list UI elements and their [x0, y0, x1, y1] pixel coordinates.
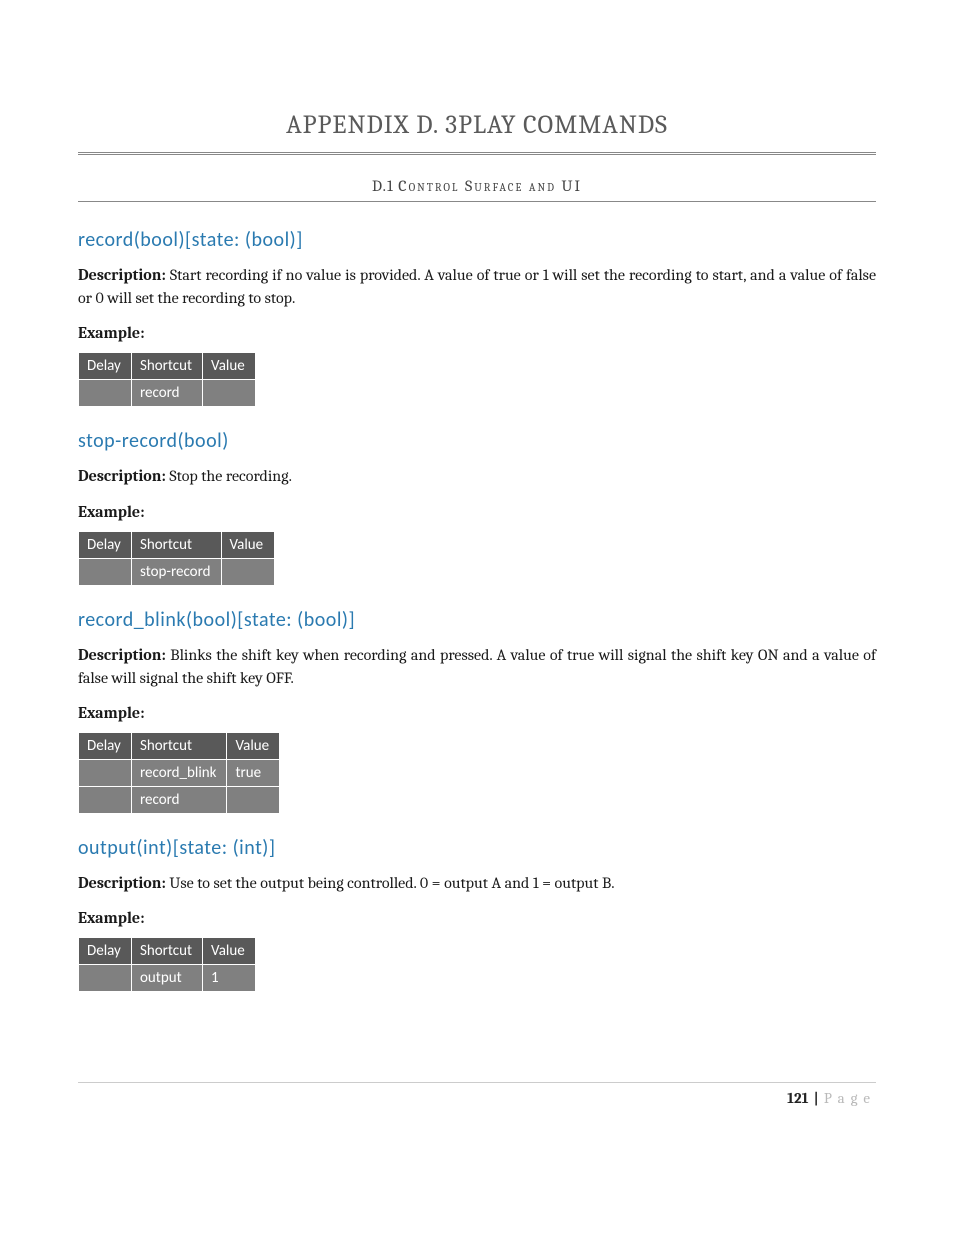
table-header-shortcut: Shortcut [132, 531, 222, 558]
appendix-title: APPENDIX D. 3PLAY COMMANDS [78, 110, 876, 140]
command-section: output(int)[state: (int)] Description: Us… [78, 836, 876, 992]
subtitle-prefix: D.1 [372, 177, 398, 195]
command-heading: record_blink(bool)[state: (bool)] [78, 608, 876, 632]
example-table: DelayShortcutValueoutput1 [78, 937, 256, 992]
table-header-delay: Delay [79, 732, 132, 759]
table-cell-shortcut: output [132, 965, 203, 992]
document-page: APPENDIX D. 3PLAY COMMANDS D.1 Control S… [0, 0, 954, 1147]
table-header-row: DelayShortcutValue [79, 938, 256, 965]
footer-separator: | [809, 1089, 824, 1107]
table-header-row: DelayShortcutValue [79, 732, 280, 759]
example-table: DelayShortcutValuerecord_blinktruerecord [78, 732, 280, 814]
table-cell-shortcut: record_blink [132, 759, 227, 786]
example-label: Example: [78, 503, 876, 521]
command-description: Description: Start recording if no value… [78, 264, 876, 310]
table-cell-value [203, 380, 256, 407]
example-label: Example: [78, 704, 876, 722]
title-divider [78, 152, 876, 155]
command-section: record(bool)[state: (bool)] Description: … [78, 228, 876, 407]
table-cell-value: 1 [203, 965, 256, 992]
table-row: stop-record [79, 558, 275, 585]
example-label: Example: [78, 324, 876, 342]
table-cell-value [221, 558, 274, 585]
table-cell-shortcut: stop-record [132, 558, 222, 585]
description-label: Description: [78, 266, 166, 284]
table-header-shortcut: Shortcut [132, 938, 203, 965]
command-description: Description: Blinks the shift key when r… [78, 644, 876, 690]
table-header-value: Value [221, 531, 274, 558]
description-text: Use to set the output being controlled. … [166, 874, 615, 892]
table-header-value: Value [203, 353, 256, 380]
command-description: Description: Use to set the output being… [78, 872, 876, 895]
footer-divider [78, 1082, 876, 1083]
sections-container: record(bool)[state: (bool)] Description: … [78, 228, 876, 992]
table-row: record [79, 786, 280, 813]
table-header-shortcut: Shortcut [132, 732, 227, 759]
table-header-delay: Delay [79, 353, 132, 380]
table-header-row: DelayShortcutValue [79, 531, 275, 558]
table-header-value: Value [203, 938, 256, 965]
description-label: Description: [78, 646, 166, 664]
page-number: 121 [787, 1089, 808, 1107]
example-table: DelayShortcutValuerecord [78, 352, 256, 407]
table-cell-delay [79, 380, 132, 407]
table-cell-value: true [227, 759, 280, 786]
page-label: Page [824, 1089, 876, 1107]
command-description: Description: Stop the recording. [78, 465, 876, 488]
table-cell-delay [79, 759, 132, 786]
subtitle-text: Control Surface and UI [398, 177, 582, 195]
description-text: Stop the recording. [166, 467, 292, 485]
table-header-shortcut: Shortcut [132, 353, 203, 380]
table-cell-shortcut: record [132, 380, 203, 407]
table-cell-delay [79, 965, 132, 992]
command-heading: output(int)[state: (int)] [78, 836, 876, 860]
command-section: stop-record(bool) Description: Stop the r… [78, 429, 876, 585]
description-label: Description: [78, 874, 166, 892]
table-header-row: DelayShortcutValue [79, 353, 256, 380]
description-text: Blinks the shift key when recording and … [78, 646, 876, 687]
table-header-delay: Delay [79, 938, 132, 965]
table-row: record [79, 380, 256, 407]
command-section: record_blink(bool)[state: (bool)] Descrip… [78, 608, 876, 814]
table-row: record_blinktrue [79, 759, 280, 786]
command-heading: stop-record(bool) [78, 429, 876, 453]
example-label: Example: [78, 909, 876, 927]
description-label: Description: [78, 467, 166, 485]
table-header-value: Value [227, 732, 280, 759]
description-text: Start recording if no value is provided.… [78, 266, 876, 307]
section-subtitle: D.1 Control Surface and UI [78, 177, 876, 195]
page-footer: 121 | Page [78, 1089, 876, 1107]
table-row: output1 [79, 965, 256, 992]
subtitle-divider [78, 201, 876, 202]
table-header-delay: Delay [79, 531, 132, 558]
table-cell-value [227, 786, 280, 813]
table-cell-delay [79, 786, 132, 813]
table-cell-delay [79, 558, 132, 585]
table-cell-shortcut: record [132, 786, 227, 813]
example-table: DelayShortcutValuestop-record [78, 531, 275, 586]
command-heading: record(bool)[state: (bool)] [78, 228, 876, 252]
